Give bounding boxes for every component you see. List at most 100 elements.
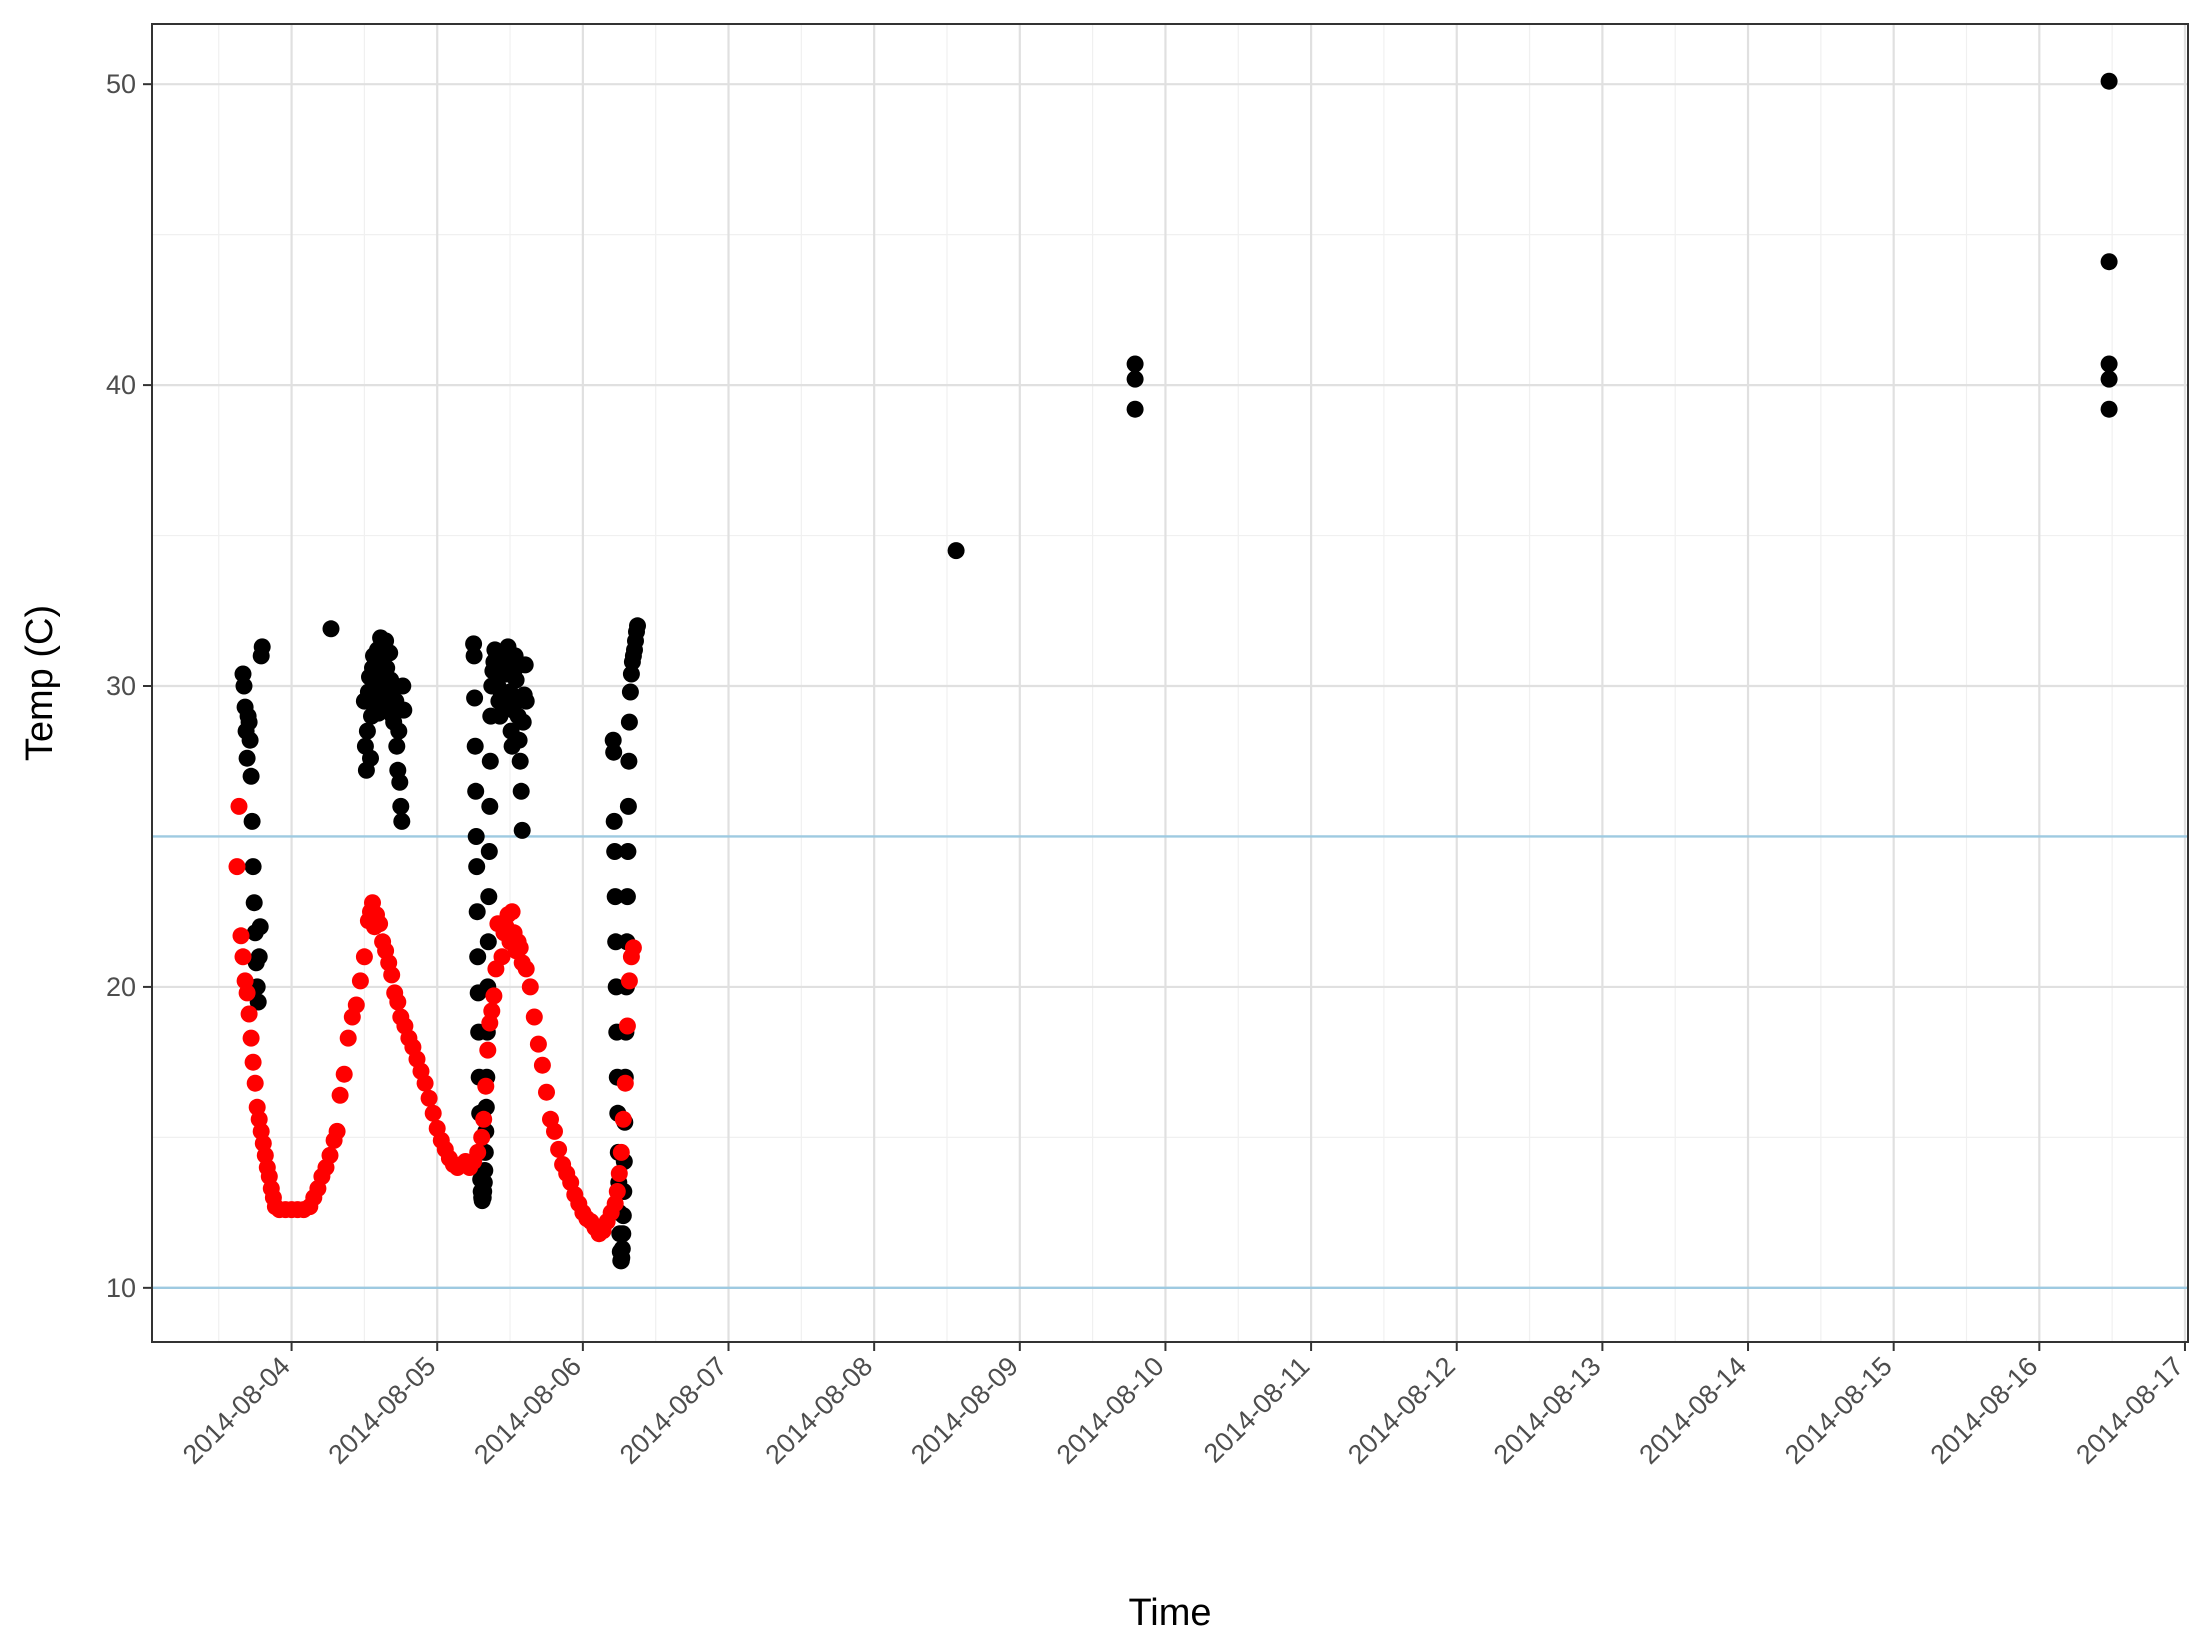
data-point (514, 713, 532, 731)
x-axis-title: Time (1128, 1592, 1211, 1634)
data-point (481, 797, 499, 815)
data-point (485, 987, 503, 1005)
data-point (2100, 370, 2118, 388)
data-point (466, 689, 484, 707)
data-point (240, 713, 258, 731)
data-point (608, 1183, 626, 1200)
data-points (228, 72, 2118, 1270)
data-point (2100, 400, 2118, 418)
data-point (234, 948, 252, 966)
data-point (390, 722, 408, 740)
data-point (613, 1240, 631, 1258)
data-point (621, 683, 639, 701)
data-point (468, 903, 486, 921)
data-point (2100, 355, 2118, 373)
data-point (321, 1146, 339, 1164)
data-point (235, 677, 253, 695)
data-point (624, 939, 642, 957)
data-point (479, 1041, 497, 1059)
data-point (614, 1110, 632, 1128)
data-point (606, 843, 624, 860)
data-point (240, 1005, 258, 1023)
data-point (238, 749, 256, 767)
data-point (328, 1122, 346, 1140)
y-tick-label: 40 (106, 370, 136, 400)
data-point (395, 701, 413, 719)
data-point (483, 1002, 501, 1020)
data-point (618, 1017, 636, 1035)
data-point (550, 1140, 568, 1158)
data-point (614, 1225, 632, 1243)
data-point (232, 927, 250, 945)
data-point (604, 731, 622, 749)
data-point (388, 737, 406, 755)
reference-lines (152, 835, 2188, 1290)
data-point (465, 635, 483, 653)
data-point (1126, 355, 1144, 373)
data-point (253, 638, 271, 656)
data-point (244, 1053, 262, 1071)
data-point (394, 677, 412, 695)
data-point (481, 752, 499, 770)
data-point (465, 647, 483, 665)
data-point (525, 1008, 543, 1026)
data-point (424, 1104, 442, 1122)
data-point (228, 858, 246, 876)
data-point (516, 656, 534, 674)
data-point (480, 888, 498, 906)
data-point (533, 1056, 551, 1074)
data-point (606, 888, 624, 906)
data-point (392, 797, 410, 815)
data-point (538, 1083, 555, 1101)
data-point (355, 948, 373, 966)
data-point (241, 731, 259, 749)
data-point (371, 915, 389, 933)
panel-border (151, 23, 2189, 1343)
data-point (339, 1029, 357, 1047)
y-tick-label: 50 (106, 69, 136, 99)
data-point (619, 797, 637, 815)
data-point (322, 620, 340, 638)
data-point (618, 888, 636, 906)
data-point (1126, 370, 1144, 388)
data-point (416, 1074, 434, 1092)
data-point (510, 731, 528, 749)
data-point (513, 821, 531, 839)
data-point (629, 617, 646, 635)
data-point (238, 984, 256, 1002)
data-point (546, 1122, 563, 1140)
data-point (511, 752, 529, 770)
data-point (347, 996, 365, 1014)
data-point (469, 1143, 487, 1161)
data-point (391, 773, 409, 791)
data-point (507, 671, 525, 689)
data-point (383, 966, 401, 984)
y-tick-label: 30 (106, 671, 136, 701)
data-point (245, 894, 263, 912)
data-point (242, 1029, 260, 1047)
y-axis-title: Temp (C) (19, 605, 61, 761)
data-point (2100, 72, 2118, 90)
y-tick-label: 20 (106, 972, 136, 1002)
data-point (612, 1143, 630, 1161)
data-point (503, 903, 521, 921)
data-point (475, 1174, 493, 1191)
data-point (250, 948, 268, 966)
data-point (246, 1074, 264, 1092)
data-point (620, 752, 638, 770)
data-point (242, 767, 260, 785)
data-point (521, 978, 539, 996)
data-point (947, 542, 965, 560)
y-tick-label: 10 (106, 1273, 136, 1303)
data-point (467, 828, 485, 845)
data-point (251, 918, 269, 936)
data-point (467, 782, 485, 800)
data-point (389, 993, 407, 1011)
data-point (517, 960, 535, 978)
data-point (468, 858, 486, 876)
data-point (616, 1074, 634, 1092)
data-point (511, 939, 529, 957)
data-point (2100, 253, 2118, 271)
